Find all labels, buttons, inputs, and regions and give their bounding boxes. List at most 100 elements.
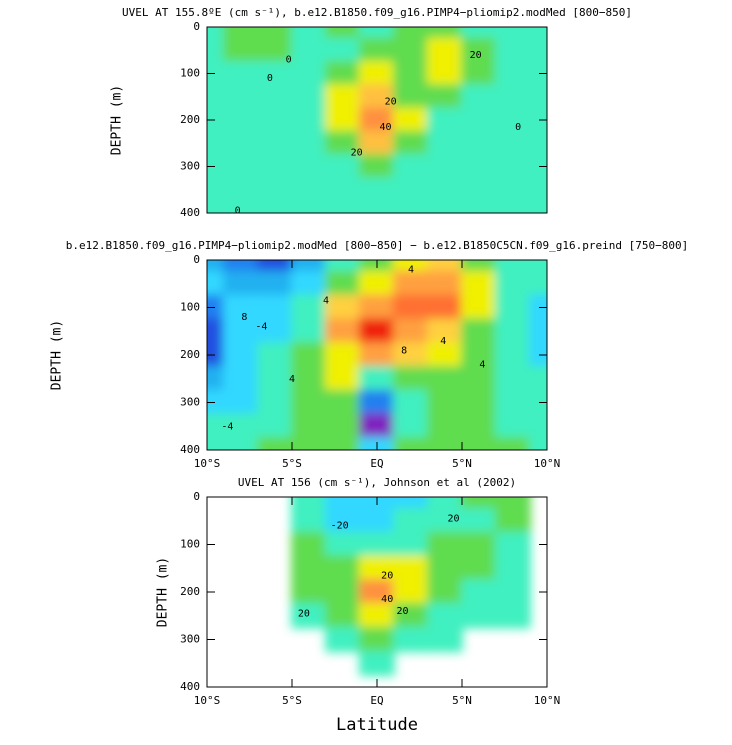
field-cell <box>393 555 429 582</box>
field-cell <box>257 107 293 133</box>
field-cell <box>291 365 327 392</box>
field-cell <box>257 153 293 180</box>
y-axis-label: DEPTH (m) <box>110 85 125 155</box>
field-cell <box>207 200 225 213</box>
chart-title: UVEL AT 156 (cm s⁻¹), Johnson et al (200… <box>238 476 516 489</box>
field-cell <box>495 84 531 110</box>
field-cell <box>495 318 531 345</box>
contour-label: 8 <box>241 312 247 323</box>
field-cell <box>495 389 531 416</box>
field-cell <box>291 437 327 450</box>
field-cell <box>223 84 259 110</box>
field-cell <box>359 130 395 156</box>
field-cell <box>393 60 429 87</box>
field-cell <box>223 294 259 321</box>
field-cell <box>393 107 429 133</box>
field-cell <box>325 107 361 133</box>
field-cell <box>291 200 327 213</box>
field-cell <box>223 413 259 440</box>
field-cell <box>393 318 429 345</box>
field-cell <box>529 318 547 345</box>
field-cell <box>427 294 463 321</box>
field-cell <box>529 27 547 40</box>
y-tick-label: 100 <box>180 67 200 80</box>
y-tick-label: 200 <box>180 585 200 598</box>
x-tick-label: EQ <box>370 457 383 470</box>
field-cell <box>291 270 327 297</box>
field-cell <box>223 365 259 392</box>
field-cell <box>495 177 531 203</box>
x-tick-label: 10°S <box>194 457 221 470</box>
field-cell <box>257 270 293 297</box>
field-cell <box>325 177 361 203</box>
field-cell <box>325 294 361 321</box>
field-cell <box>529 177 547 203</box>
field-cells <box>207 260 547 450</box>
y-tick-label: 100 <box>180 301 200 314</box>
field-cell <box>393 200 429 213</box>
field-cell <box>291 177 327 203</box>
field-cell <box>495 294 531 321</box>
field <box>207 27 547 213</box>
field-cell <box>529 153 547 180</box>
field-cell <box>291 555 327 582</box>
field-cell <box>325 84 361 110</box>
field-cell <box>495 260 531 273</box>
field-cell <box>427 437 463 450</box>
field-cell <box>427 130 463 156</box>
x-tick-label: 5°N <box>452 694 472 707</box>
field-cell <box>427 555 463 582</box>
field-cell <box>291 260 327 273</box>
field-cell <box>461 260 497 273</box>
field-cell <box>461 130 497 156</box>
field-cell <box>325 153 361 180</box>
field-cell <box>495 365 531 392</box>
field-cell <box>325 318 361 345</box>
field-cell <box>495 579 531 605</box>
field-cell <box>257 27 293 40</box>
field-cell <box>461 107 497 133</box>
contour-label: 20 <box>396 606 408 617</box>
field-cell <box>257 130 293 156</box>
field-cell <box>427 413 463 440</box>
field-cell <box>461 555 497 582</box>
y-tick-label: 300 <box>180 160 200 173</box>
field-cell <box>529 365 547 392</box>
field-cell <box>393 37 429 63</box>
contour-label: 4 <box>323 295 329 306</box>
contour-label: 20 <box>447 513 459 524</box>
field-cell <box>393 437 429 450</box>
field-cell <box>461 60 497 87</box>
field-cells <box>291 497 531 677</box>
field-cell <box>325 437 361 450</box>
field-cell <box>529 107 547 133</box>
field-cell <box>325 413 361 440</box>
field <box>291 497 531 677</box>
field-cell <box>359 389 395 416</box>
field-cell <box>291 318 327 345</box>
field-cell <box>207 37 225 63</box>
contour-label: 4 <box>408 265 414 276</box>
x-tick-label: 5°N <box>452 457 472 470</box>
field-cell <box>393 531 429 558</box>
field-cell <box>359 626 395 653</box>
field-cell <box>291 413 327 440</box>
field-cell <box>325 37 361 63</box>
field-cell <box>223 60 259 87</box>
field-cell <box>359 342 395 368</box>
contour-label: 40 <box>379 122 391 133</box>
field-cell <box>325 130 361 156</box>
field-cell <box>223 130 259 156</box>
field-cell <box>207 294 225 321</box>
y-tick-label: 300 <box>180 396 200 409</box>
contour-label: 0 <box>286 55 292 66</box>
field-cell <box>359 579 395 605</box>
field-cell <box>325 260 361 273</box>
x-tick-label: 10°S <box>194 694 221 707</box>
field-cell <box>223 437 259 450</box>
field-cell <box>359 27 395 40</box>
field-cell <box>495 130 531 156</box>
field-cell <box>257 84 293 110</box>
contour-label: 40 <box>381 594 393 605</box>
